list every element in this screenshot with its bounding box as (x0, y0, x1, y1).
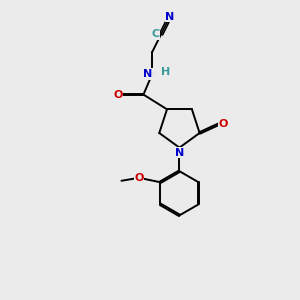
Text: N: N (175, 148, 184, 158)
Text: N: N (143, 69, 152, 79)
Text: O: O (113, 90, 123, 100)
Text: N: N (165, 11, 175, 22)
Text: O: O (219, 119, 228, 129)
Text: C: C (152, 29, 160, 39)
Text: H: H (160, 68, 170, 77)
Text: O: O (134, 173, 144, 183)
